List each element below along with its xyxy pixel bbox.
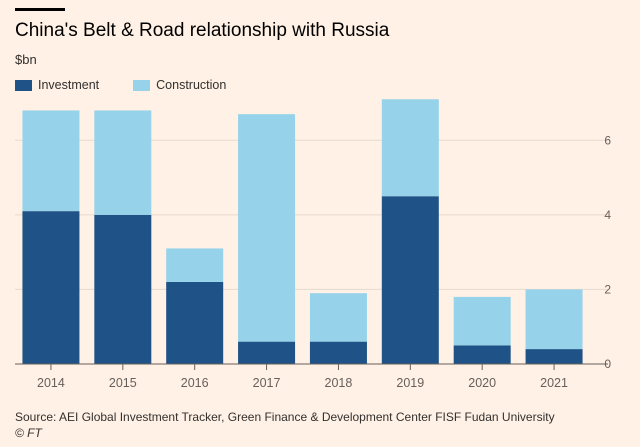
legend-swatch-investment — [15, 79, 32, 91]
bar-construction-2021 — [525, 289, 583, 350]
y-tick-label-6: 6 — [604, 133, 611, 147]
bar-construction-2020 — [453, 296, 511, 346]
ft-top-bar — [15, 8, 65, 11]
bar-construction-2014 — [22, 110, 80, 212]
legend-swatch-construction — [133, 79, 151, 91]
x-tick-label-2020: 2020 — [468, 376, 496, 390]
ft-credit: © FT — [15, 426, 42, 440]
legend-label-construction: Construction — [156, 78, 227, 92]
bar-construction-2015 — [94, 110, 152, 215]
x-tick-label-2018: 2018 — [325, 376, 353, 390]
bar-investment-2018 — [309, 341, 367, 364]
x-tick-label-2017: 2017 — [253, 376, 281, 390]
x-tick-label-2021: 2021 — [540, 376, 568, 390]
chart-legend: Investment Construction — [15, 78, 260, 92]
bar-construction-2017 — [238, 114, 296, 342]
bar-investment-2014 — [22, 211, 80, 364]
chart-title: China's Belt & Road relationship with Ru… — [15, 20, 390, 41]
bar-investment-2016 — [166, 281, 224, 364]
bar-investment-2020 — [453, 345, 511, 364]
bar-investment-2015 — [94, 214, 152, 364]
bar-construction-2019 — [381, 99, 439, 197]
legend-item-investment: Investment — [15, 78, 99, 92]
x-tick-label-2015: 2015 — [109, 376, 137, 390]
bar-construction-2018 — [309, 293, 367, 342]
bar-investment-2021 — [525, 349, 583, 364]
bar-investment-2019 — [381, 196, 439, 364]
legend-item-construction: Construction — [133, 78, 226, 92]
y-tick-label-2: 2 — [604, 282, 611, 296]
x-tick-label-2016: 2016 — [181, 376, 209, 390]
chart-unit-label: $bn — [15, 52, 37, 67]
bar-investment-2017 — [238, 341, 296, 364]
source-note: Source: AEI Global Investment Tracker, G… — [15, 410, 555, 424]
y-tick-label-4: 4 — [604, 208, 611, 222]
legend-label-investment: Investment — [38, 78, 100, 92]
x-tick-label-2019: 2019 — [396, 376, 424, 390]
x-tick-label-2014: 2014 — [37, 376, 65, 390]
bar-construction-2016 — [166, 248, 224, 282]
